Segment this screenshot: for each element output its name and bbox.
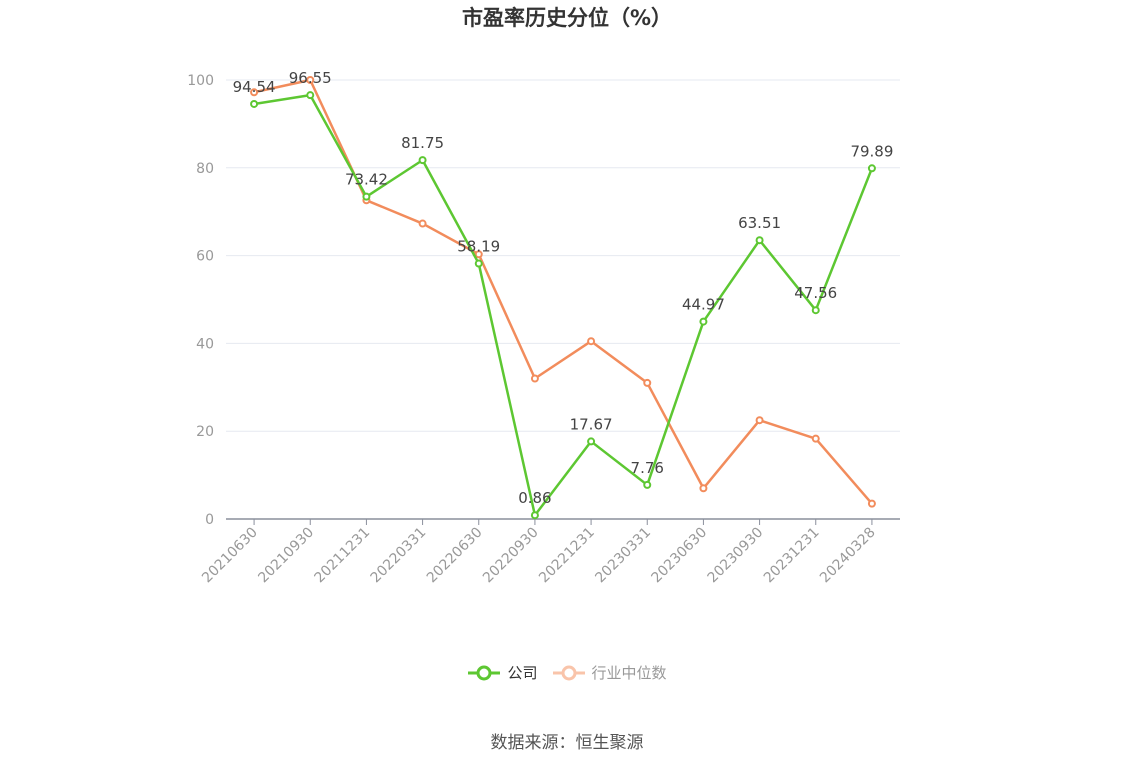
data-label: 47.56 xyxy=(794,284,837,302)
legend: 公司 行业中位数 xyxy=(0,662,1134,683)
series-0-point[interactable] xyxy=(643,480,652,489)
data-label: 73.42 xyxy=(345,171,388,189)
series-1-point[interactable] xyxy=(867,499,876,508)
data-source: 数据来源：恒生聚源 xyxy=(490,733,644,753)
data-label: 7.76 xyxy=(631,459,664,477)
series-1-point[interactable] xyxy=(643,378,652,387)
legend-item-company[interactable]: 公司 xyxy=(467,662,538,683)
series-1-point[interactable] xyxy=(530,374,539,383)
series-1-point[interactable] xyxy=(418,219,427,228)
series-0-point[interactable] xyxy=(867,164,876,173)
chart-title: 市盈率历史分位（%） xyxy=(461,6,673,30)
series-1-point[interactable] xyxy=(811,434,820,443)
data-label: 94.54 xyxy=(233,78,276,96)
series-line-0 xyxy=(253,93,874,517)
data-label: 96.55 xyxy=(289,69,332,87)
series-1-point[interactable] xyxy=(587,337,596,346)
series-0-point[interactable] xyxy=(306,91,315,100)
data-label: 58.19 xyxy=(457,238,500,256)
data-label: 44.97 xyxy=(682,296,725,314)
series-0-point[interactable] xyxy=(587,437,596,446)
data-label: 81.75 xyxy=(401,134,444,152)
series-0-point[interactable] xyxy=(811,306,820,315)
series-line-1 xyxy=(253,78,873,505)
y-tick-label: 80 xyxy=(196,161,214,177)
x-tick-label: 20240328 xyxy=(817,525,879,587)
data-label: 0.86 xyxy=(518,489,551,507)
series-0-point[interactable] xyxy=(755,236,764,245)
series-0-point[interactable] xyxy=(530,511,539,520)
x-tick-label: 20221231 xyxy=(536,525,598,587)
series-0-point[interactable] xyxy=(699,317,708,326)
data-label: 79.89 xyxy=(850,142,893,160)
data-label: 63.51 xyxy=(738,214,781,232)
x-tick-label: 20220930 xyxy=(480,525,542,587)
data-label: 17.67 xyxy=(570,415,613,433)
x-tick-label: 20220630 xyxy=(424,525,486,587)
y-tick-label: 100 xyxy=(187,73,214,89)
x-tick-label: 20210930 xyxy=(255,525,317,587)
y-tick-label: 60 xyxy=(196,249,214,265)
y-tick-label: 20 xyxy=(196,424,214,440)
series-0-point[interactable] xyxy=(250,99,259,108)
grid-lines xyxy=(226,79,900,432)
series-0-point[interactable] xyxy=(418,156,427,165)
x-tick-label: 20230630 xyxy=(649,525,711,587)
y-tick-label: 0 xyxy=(205,512,214,528)
x-tick-label: 20220331 xyxy=(368,525,430,587)
legend-company-label: 公司 xyxy=(507,664,538,682)
legend-company-marker-icon xyxy=(468,665,501,680)
series-0-point[interactable] xyxy=(474,259,483,268)
x-tick-label: 20231231 xyxy=(761,525,823,587)
x-tick-label: 20211231 xyxy=(312,525,374,587)
x-tick-label: 20230331 xyxy=(592,525,654,587)
legend-item-industry[interactable]: 行业中位数 xyxy=(552,662,667,683)
x-tick-label: 20210630 xyxy=(199,525,261,587)
series-layer xyxy=(250,76,876,520)
x-axis: 2021063020210930202112312022033120220630… xyxy=(199,518,900,587)
series-1-point[interactable] xyxy=(699,484,708,493)
legend-industry-label: 行业中位数 xyxy=(591,664,667,682)
series-1-point[interactable] xyxy=(474,250,483,259)
legend-industry-marker-icon xyxy=(552,665,585,680)
y-axis: 0 20 40 60 80 100 xyxy=(187,73,214,528)
series-0-point[interactable] xyxy=(362,192,371,201)
y-tick-label: 40 xyxy=(196,336,214,352)
series-1-point[interactable] xyxy=(306,76,315,84)
data-labels: 94.54 96.55 73.42 81.75 58.19 0.86 17.67 7.76 44… xyxy=(233,69,894,507)
series-1-point[interactable] xyxy=(755,416,764,425)
series-1-point[interactable] xyxy=(250,88,259,97)
x-tick-label: 20230930 xyxy=(705,525,767,587)
